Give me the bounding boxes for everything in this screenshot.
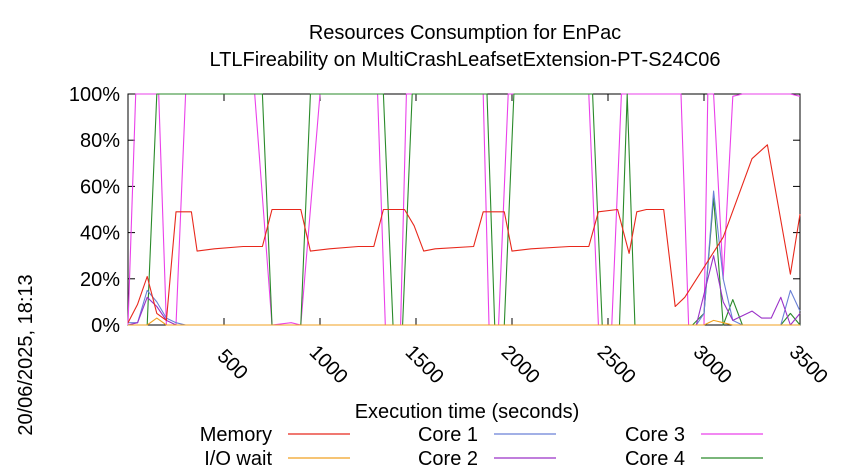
y-tick-label: 100% <box>69 84 120 106</box>
legend-label-core-3: Core 3 <box>625 424 685 446</box>
legend-label-core-2: Core 2 <box>418 448 478 470</box>
y-tick-label: 80% <box>80 130 120 152</box>
y-tick-label: 0% <box>91 315 120 337</box>
x-tick-label: 2500 <box>593 341 640 388</box>
series-line-memory <box>127 144 801 323</box>
series-line-core-4 <box>128 93 801 326</box>
y-tick-label: 20% <box>80 269 120 291</box>
legend-label-memory: Memory <box>200 424 272 446</box>
series-line-core-3 <box>127 93 801 326</box>
legend-label-core-4: Core 4 <box>625 448 685 470</box>
side-label: 20/06/2025, 18:13 <box>15 274 37 435</box>
x-tick-label: 3000 <box>689 341 736 388</box>
x-tick-label: 1000 <box>305 341 352 388</box>
series-line-core-2 <box>127 255 801 326</box>
chart-subtitle: LTLFireability on MultiCrashLeafsetExten… <box>210 49 721 71</box>
legend-label-core-1: Core 1 <box>418 424 478 446</box>
plot-frame <box>127 93 801 326</box>
x-tick-label: 1500 <box>401 341 448 388</box>
x-tick-label: 500 <box>213 345 252 384</box>
plot-area: 0% 20% 40% 60% 80% 100% 500 1000 1500 2000 2500 300… <box>69 84 832 388</box>
series-line-core-1 <box>128 190 801 326</box>
y-tick-label: 60% <box>80 176 120 198</box>
x-axis-label: Execution time (seconds) <box>355 401 580 423</box>
y-tick-label: 40% <box>80 223 120 245</box>
series-line-i-o-wait <box>128 317 800 326</box>
x-tick-label: 3500 <box>785 341 832 388</box>
legend-label-i-o-wait: I/O wait <box>204 448 272 470</box>
chart-title: Resources Consumption for EnPac <box>309 22 621 44</box>
x-tick-label: 2000 <box>497 341 544 388</box>
